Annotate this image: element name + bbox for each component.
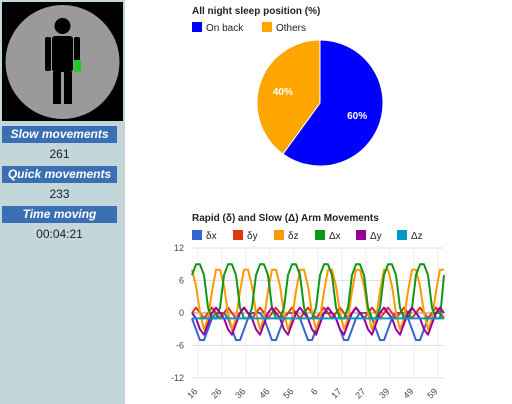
series-swatch [233,230,243,240]
pie-legend-item-others: Others [262,22,306,34]
x-tick-label: 6 [309,386,320,397]
y-tick-label: -12 [171,373,184,383]
sleep-position-figure [2,2,123,121]
sleep-position-pie-chart: 60% 40% [256,39,384,167]
others-swatch [262,22,272,32]
series-swatch [274,230,284,240]
line-legend-item: Δx [315,230,341,242]
series-line [191,306,445,336]
series-swatch [192,230,202,240]
arm-sensor-indicator [74,60,81,72]
y-tick-label: 0 [179,308,184,318]
line-legend-item: δx [192,230,217,242]
sidebar: Slow movements 261 Quick movements 233 T… [0,0,125,404]
pie-chart-title: All night sleep position (%) [192,6,321,17]
pie-slice-label: 40% [273,87,293,98]
slow-movements-label: Slow movements [2,126,117,143]
y-tick-label: 6 [179,276,184,286]
line-legend-item: δz [274,230,299,242]
person-figure-icon [5,5,120,119]
slow-movements-value: 261 [49,147,70,161]
pie-slice-others [256,39,321,155]
x-tick-label: 59 [425,386,439,400]
pie-slice-on-back [282,39,384,167]
series-name: δy [247,231,258,242]
x-tick-label: 36 [233,386,247,400]
line-legend-item: δy [233,230,258,242]
x-tick-label: 56 [281,386,295,400]
x-tick-label: 26 [209,386,223,400]
series-swatch [315,230,325,240]
line-legend: δx δy δz Δx Δy Δz [192,230,452,242]
quick-movements-value: 233 [49,187,70,201]
series-name: δz [288,231,299,242]
quick-movements-label: Quick movements [2,166,117,183]
pie-legend-label: Others [276,23,307,34]
y-tick-label: -6 [176,341,184,351]
pie-slice-label: 60% [347,111,367,122]
x-tick-label: 46 [257,386,271,400]
series-name: Δx [329,231,341,242]
pie-legend-label: On back [206,23,244,34]
line-chart-title: Rapid (δ) and Slow (Δ) Arm Movements [192,213,379,224]
pie-legend: On back Others [192,22,392,34]
x-tick-label: 27 [353,386,367,400]
series-name: Δz [411,231,423,242]
x-tick-label: 39 [377,386,391,400]
time-moving-label: Time moving [2,206,117,223]
line-legend-item: Δz [397,230,423,242]
line-legend-item: Δy [356,230,382,242]
series-swatch [356,230,366,240]
x-tick-label: 16 [185,386,199,400]
x-tick-label: 49 [401,386,415,400]
series-line [191,268,444,331]
pie-legend-item-on-back: On back [192,22,243,34]
series-swatch [397,230,407,240]
time-moving-value: 00:04:21 [36,227,83,241]
series-line [191,263,445,320]
series-name: Δy [370,231,382,242]
y-tick-label: 12 [174,243,184,253]
series-name: δx [206,231,217,242]
on-back-swatch [192,22,202,32]
x-tick-label: 17 [329,386,343,400]
